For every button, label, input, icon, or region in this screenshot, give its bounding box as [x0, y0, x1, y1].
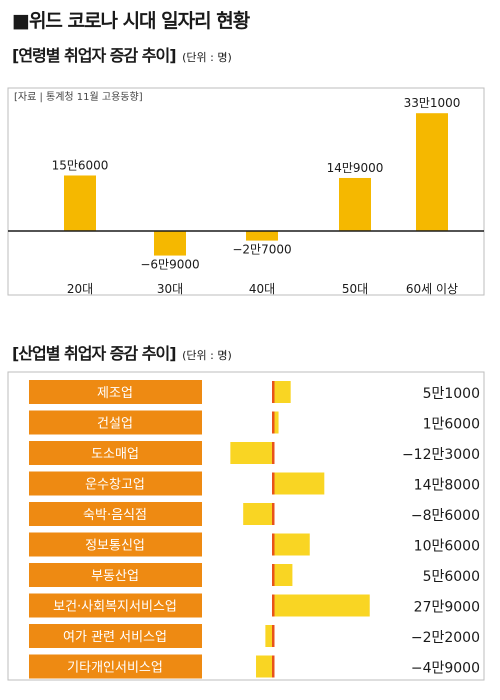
age-value-labels: 15만6000 −6만9000 −2만7000 14만9000 33만1000 [52, 96, 461, 271]
industry-bar [243, 503, 273, 525]
industry-section-title: [산업별 취업자 증감 추이] (단위 : 명) [12, 340, 232, 364]
industry-row: 정보통신업 10만6000 [29, 532, 480, 557]
age-bar [154, 231, 186, 256]
main-title: ■위드 코로나 시대 일자리 현황 [12, 10, 250, 32]
age-value-label: 15만6000 [52, 158, 109, 172]
industry-zero-marker [272, 381, 275, 403]
industry-row: 제조업 5만1000 [29, 380, 480, 404]
industry-row: 도소매업 −12만3000 [29, 441, 480, 465]
age-category-label: 50대 [342, 282, 368, 296]
industry-bar [273, 411, 279, 434]
industry-category-label: 기타개인서비스업 [67, 661, 163, 676]
industry-value-label: −8만6000 [411, 508, 480, 524]
industry-zero-marker [272, 655, 275, 678]
industry-category-label: 제조업 [97, 386, 133, 401]
industry-chart-frame [7, 371, 485, 681]
industry-label-box [29, 563, 202, 587]
age-category-label: 40대 [249, 282, 275, 296]
age-value-label: −2만7000 [232, 243, 291, 257]
industry-category-label: 여가 관련 서비스업 [63, 630, 167, 645]
age-section-title-text: [연령별 취업자 증감 추이] [12, 46, 177, 65]
industry-bar [273, 381, 291, 403]
industry-section-title-text: [산업별 취업자 증감 추이] [12, 344, 177, 363]
industry-bar [273, 564, 293, 586]
industry-value-label: 14만8000 [414, 478, 480, 494]
industry-bar [273, 594, 370, 617]
industry-category-label: 숙박·음식점 [83, 508, 147, 523]
age-category-labels: 20대 30대 40대 50대 60세 이상 [67, 282, 458, 296]
industry-category-label: 부동산업 [91, 569, 139, 584]
age-bar [339, 177, 371, 231]
industry-label-box [29, 441, 202, 465]
age-chart-frame [7, 87, 485, 296]
industry-row: 부동산업 5만6000 [29, 563, 480, 587]
age-value-label: 14만9000 [327, 161, 384, 175]
age-category-label: 30대 [157, 282, 183, 296]
industry-row: 보건·사회복지서비스업 27만9000 [29, 593, 480, 618]
industry-zero-marker [272, 564, 275, 586]
age-section-unit: (단위 : 명) [182, 51, 232, 64]
age-bar [64, 175, 96, 231]
industry-bar [265, 625, 273, 647]
industry-zero-marker [272, 503, 275, 525]
industry-zero-marker [272, 411, 275, 434]
age-value-label: 33만1000 [404, 96, 461, 110]
age-bars [64, 113, 448, 256]
industry-value-label: −2만2000 [411, 630, 480, 646]
industry-chart: 제조업 5만1000 건설업 1만6000 도소매업 −12만3000 운수창고업 14만80… [7, 371, 485, 681]
industry-value-label: 1만6000 [423, 417, 480, 433]
industry-bar [256, 655, 273, 678]
industry-label-box [29, 532, 202, 557]
industry-value-label: −12만3000 [402, 447, 480, 463]
industry-row: 건설업 1만6000 [29, 410, 480, 435]
industry-zero-marker [272, 472, 275, 495]
industry-label-box [29, 410, 202, 435]
industry-row: 운수창고업 14만8000 [29, 471, 480, 496]
industry-value-label: 5만1000 [423, 386, 480, 402]
industry-label-box [29, 654, 202, 679]
industry-rows: 제조업 5만1000 건설업 1만6000 도소매업 −12만3000 운수창고업 14만80… [29, 380, 480, 679]
industry-category-label: 보건·사회복지서비스업 [53, 600, 177, 615]
industry-label-box [29, 471, 202, 496]
industry-row: 기타개인서비스업 −4만9000 [29, 654, 480, 679]
industry-label-box [29, 380, 202, 404]
industry-zero-marker [272, 442, 275, 464]
industry-category-label: 운수창고업 [85, 478, 145, 493]
age-value-label: −6만9000 [140, 258, 199, 272]
industry-value-label: 10만6000 [414, 539, 480, 555]
industry-row: 여가 관련 서비스업 −2만2000 [29, 624, 480, 648]
industry-zero-marker [272, 625, 275, 647]
age-chart-source: [자료 | 통계청 11월 고용동향] [14, 91, 143, 103]
industry-bar [230, 442, 273, 464]
industry-value-label: 5만6000 [423, 569, 480, 585]
age-bar [416, 113, 448, 231]
age-bar [246, 231, 278, 241]
industry-bar [273, 533, 310, 556]
industry-section-unit: (단위 : 명) [182, 349, 232, 362]
industry-row: 숙박·음식점 −8만6000 [29, 502, 480, 526]
industry-label-box [29, 593, 202, 618]
age-chart: [자료 | 통계청 11월 고용동향] 15만6000 −6만9000 −2만700… [7, 87, 485, 296]
industry-value-label: 27만9000 [414, 600, 480, 616]
age-category-label: 60세 이상 [406, 282, 458, 296]
age-category-label: 20대 [67, 282, 93, 296]
industry-category-label: 도소매업 [91, 447, 139, 462]
industry-zero-marker [272, 533, 275, 556]
industry-category-label: 정보통신업 [85, 539, 145, 554]
industry-value-label: −4만9000 [411, 661, 480, 677]
industry-bar [273, 472, 325, 495]
age-section-title: [연령별 취업자 증감 추이] (단위 : 명) [12, 42, 232, 66]
industry-zero-marker [272, 594, 275, 617]
industry-label-box [29, 502, 202, 526]
industry-category-label: 건설업 [97, 417, 133, 432]
industry-label-box [29, 624, 202, 648]
